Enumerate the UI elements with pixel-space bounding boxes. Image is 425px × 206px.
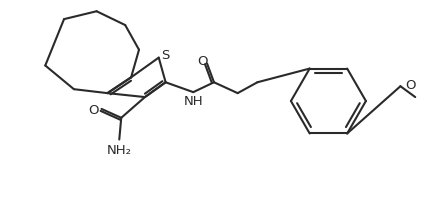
Text: O: O bbox=[88, 104, 99, 117]
Text: O: O bbox=[197, 55, 207, 68]
Text: S: S bbox=[162, 49, 170, 62]
Text: O: O bbox=[405, 78, 416, 91]
Text: NH₂: NH₂ bbox=[107, 143, 132, 156]
Text: NH: NH bbox=[184, 94, 203, 107]
